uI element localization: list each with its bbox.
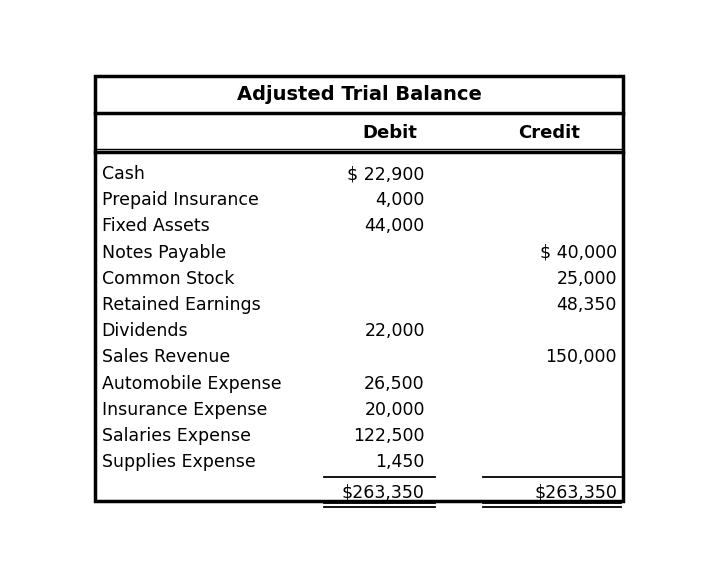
- Text: $ 22,900: $ 22,900: [348, 165, 425, 183]
- Text: 26,500: 26,500: [364, 375, 425, 392]
- Text: 122,500: 122,500: [353, 427, 425, 445]
- Text: 22,000: 22,000: [365, 322, 425, 340]
- Text: Adjusted Trial Balance: Adjusted Trial Balance: [237, 85, 482, 104]
- Text: Cash: Cash: [102, 165, 144, 183]
- Text: 44,000: 44,000: [365, 217, 425, 236]
- Text: Salaries Expense: Salaries Expense: [102, 427, 250, 445]
- Text: 20,000: 20,000: [365, 401, 425, 419]
- Text: Sales Revenue: Sales Revenue: [102, 348, 230, 367]
- Text: 4,000: 4,000: [375, 191, 425, 209]
- Text: 150,000: 150,000: [545, 348, 617, 367]
- Text: Common Stock: Common Stock: [102, 270, 234, 288]
- Text: Credit: Credit: [518, 124, 580, 141]
- Text: Automobile Expense: Automobile Expense: [102, 375, 281, 392]
- Text: Retained Earnings: Retained Earnings: [102, 296, 260, 314]
- Text: 25,000: 25,000: [557, 270, 617, 288]
- Text: $263,350: $263,350: [342, 483, 425, 501]
- Text: Debit: Debit: [362, 124, 417, 141]
- Text: Insurance Expense: Insurance Expense: [102, 401, 267, 419]
- Text: Notes Payable: Notes Payable: [102, 244, 226, 261]
- Text: Fixed Assets: Fixed Assets: [102, 217, 210, 236]
- Text: Supplies Expense: Supplies Expense: [102, 453, 255, 471]
- Text: Prepaid Insurance: Prepaid Insurance: [102, 191, 259, 209]
- Text: Dividends: Dividends: [102, 322, 188, 340]
- Text: 1,450: 1,450: [375, 453, 425, 471]
- Text: $263,350: $263,350: [534, 483, 617, 501]
- Text: 48,350: 48,350: [557, 296, 617, 314]
- Text: $ 40,000: $ 40,000: [540, 244, 617, 261]
